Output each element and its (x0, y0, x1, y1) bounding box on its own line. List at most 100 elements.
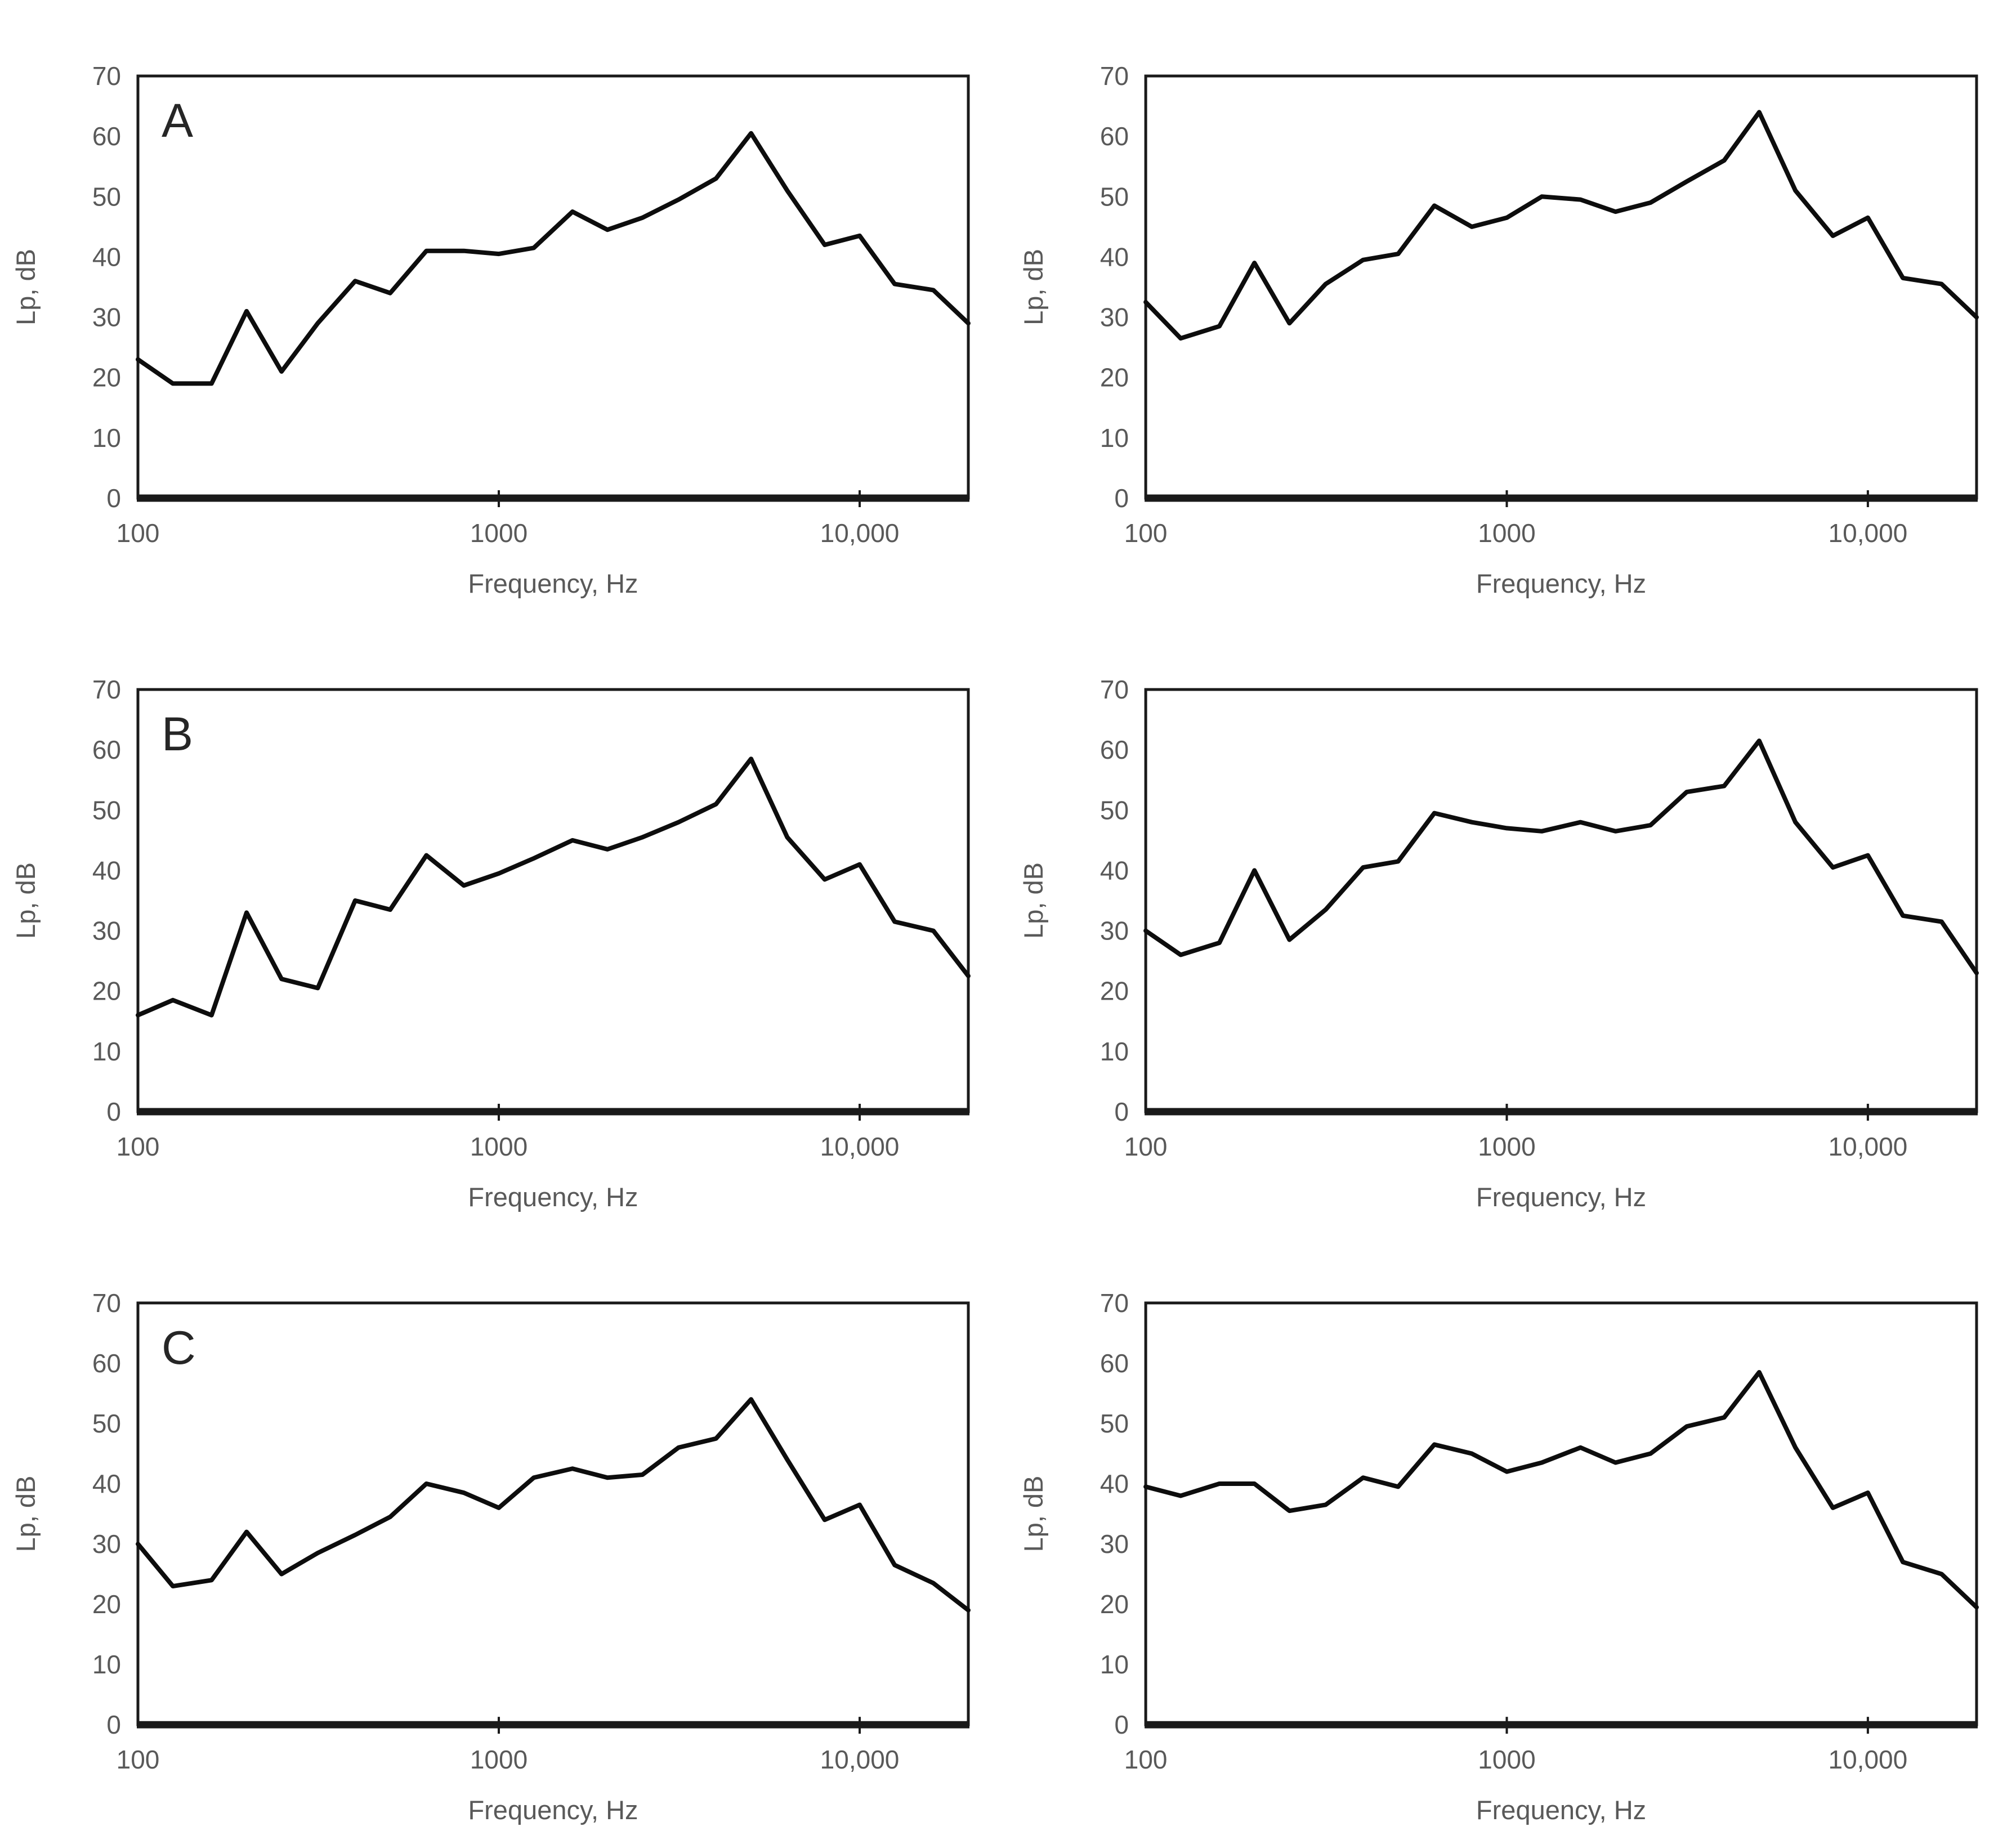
line-chart-svg-bottom-right: 0 10 20 30 40 50 60 70 100 1000 10,000 Frequency, H… (1018, 1288, 1979, 1825)
plot-frame (136, 688, 970, 1113)
y-axis-title: Lp, dB (1018, 249, 1048, 325)
x-tick-label: 100 (117, 1132, 160, 1161)
x-axis-title: Frequency, Hz (468, 568, 638, 598)
y-tick-label: 60 (1100, 735, 1129, 764)
y-axis-title: Lp, dB (11, 249, 41, 325)
x-tick-label: 10,000 (820, 518, 900, 548)
y-tick-label: 10 (1100, 423, 1129, 453)
x-axis-title: Frequency, Hz (468, 1182, 638, 1212)
y-tick-label: 0 (106, 1710, 121, 1739)
x-tick-label: 10,000 (1829, 1745, 1908, 1774)
y-tick-label: 70 (1100, 1288, 1129, 1318)
y-tick-label: 60 (1100, 122, 1129, 151)
y-tick-label: 50 (92, 182, 121, 211)
line-chart-svg-b: 0 10 20 30 40 50 60 70 100 1000 10,000 Frequency, H… (11, 675, 971, 1212)
y-tick-label: 50 (1100, 1409, 1129, 1438)
y-tick-label: 70 (92, 61, 121, 91)
x-tick-label: 1000 (470, 518, 528, 548)
y-tick-label: 50 (1100, 182, 1129, 211)
line-chart-svg-middle-right: 0 10 20 30 40 50 60 70 100 1000 10,000 Frequency, H… (1018, 675, 1979, 1212)
x-axis-title: Frequency, Hz (468, 1795, 638, 1825)
panel-bottom-right: 0 10 20 30 40 50 60 70 100 1000 10,000 Frequency, H… (1008, 1227, 2016, 1840)
x-tick-label: 100 (117, 518, 160, 548)
y-tick-label: 20 (1100, 977, 1129, 1006)
y-tick-label: 20 (1100, 363, 1129, 392)
y-tick-label: 60 (92, 1349, 121, 1378)
x-tick-label: 10,000 (820, 1132, 900, 1161)
y-tick-label: 10 (92, 423, 121, 453)
y-tick-label: 60 (92, 735, 121, 764)
x-tick-label: 10,000 (1829, 518, 1908, 548)
x-axis-title: Frequency, Hz (1476, 568, 1646, 598)
panel-letter: B (162, 708, 193, 760)
panel-top-right: 0 10 20 30 40 50 60 70 100 1000 10,000 Frequency, H… (1008, 0, 2016, 614)
y-axis-title: Lp, dB (1018, 862, 1048, 939)
y-tick-label: 40 (92, 1469, 121, 1498)
y-tick-label: 70 (1100, 675, 1129, 704)
y-tick-label: 40 (1100, 856, 1129, 885)
y-axis-title: Lp, dB (11, 862, 41, 939)
spectrum-line (1143, 110, 1979, 341)
y-tick-label: 40 (92, 242, 121, 271)
panel-c: 0 10 20 30 40 50 60 70 100 1000 10,000 Frequency, H… (0, 1227, 1008, 1840)
y-tick-label: 30 (92, 1529, 121, 1559)
y-tick-label: 20 (92, 1590, 121, 1619)
x-tick-label: 100 (1124, 1132, 1168, 1161)
y-tick-label: 10 (1100, 1037, 1129, 1066)
y-tick-label: 20 (92, 977, 121, 1006)
y-tick-label: 30 (92, 916, 121, 946)
y-tick-label: 60 (92, 122, 121, 151)
panel-middle-right: 0 10 20 30 40 50 60 70 100 1000 10,000 Frequency, H… (1008, 614, 2016, 1227)
y-tick-label: 40 (92, 856, 121, 885)
x-tick-label: 100 (1124, 518, 1168, 548)
x-tick-label: 1000 (470, 1745, 528, 1774)
y-tick-label: 50 (92, 1409, 121, 1438)
y-tick-label: 30 (1100, 303, 1129, 332)
x-tick-label: 100 (1124, 1745, 1168, 1774)
y-axis-title: Lp, dB (11, 1476, 41, 1552)
y-axis-title: Lp, dB (1018, 1476, 1048, 1552)
y-tick-label: 60 (1100, 1349, 1129, 1378)
y-tick-label: 10 (92, 1037, 121, 1066)
line-chart-svg-a: 0 10 20 30 40 50 60 70 100 1000 10,000 Frequency, H… (11, 61, 971, 598)
y-tick-label: 0 (1115, 483, 1129, 513)
spectrum-line (136, 131, 971, 386)
y-tick-label: 50 (92, 795, 121, 825)
y-tick-label: 0 (1115, 1710, 1129, 1739)
x-tick-label: 10,000 (820, 1745, 900, 1774)
plot-frame (136, 74, 970, 500)
spectrum-line (1143, 1369, 1979, 1610)
y-tick-label: 30 (92, 303, 121, 332)
y-tick-label: 70 (92, 1288, 121, 1318)
y-tick-label: 10 (92, 1650, 121, 1679)
y-tick-label: 70 (92, 675, 121, 704)
plot-frame (1144, 1301, 1978, 1726)
y-tick-label: 10 (1100, 1650, 1129, 1679)
line-chart-svg-c: 0 10 20 30 40 50 60 70 100 1000 10,000 Frequency, H… (11, 1288, 971, 1825)
y-tick-label: 30 (1100, 1529, 1129, 1559)
spectrum-line (1143, 738, 1979, 975)
y-tick-label: 70 (1100, 61, 1129, 91)
panel-letter: C (162, 1321, 196, 1374)
x-axis-title: Frequency, Hz (1476, 1795, 1646, 1825)
y-tick-label: 0 (106, 1097, 121, 1126)
x-axis-title: Frequency, Hz (1476, 1182, 1646, 1212)
y-tick-label: 0 (1115, 1097, 1129, 1126)
x-tick-label: 1000 (1478, 1745, 1535, 1774)
y-tick-label: 20 (92, 363, 121, 392)
x-tick-label: 1000 (1478, 518, 1535, 548)
x-tick-label: 1000 (470, 1132, 528, 1161)
spectrum-line (136, 756, 971, 1018)
line-chart-svg-top-right: 0 10 20 30 40 50 60 70 100 1000 10,000 Frequency, H… (1018, 61, 1979, 598)
y-tick-label: 0 (106, 483, 121, 513)
y-tick-label: 20 (1100, 1590, 1129, 1619)
panel-b: 0 10 20 30 40 50 60 70 100 1000 10,000 Frequency, H… (0, 614, 1008, 1227)
y-tick-label: 40 (1100, 1469, 1129, 1498)
x-tick-label: 1000 (1478, 1132, 1535, 1161)
panel-letter: A (162, 94, 193, 147)
x-tick-label: 100 (117, 1745, 160, 1774)
y-tick-label: 30 (1100, 916, 1129, 946)
spectrum-line (136, 1397, 971, 1613)
x-tick-label: 10,000 (1829, 1132, 1908, 1161)
